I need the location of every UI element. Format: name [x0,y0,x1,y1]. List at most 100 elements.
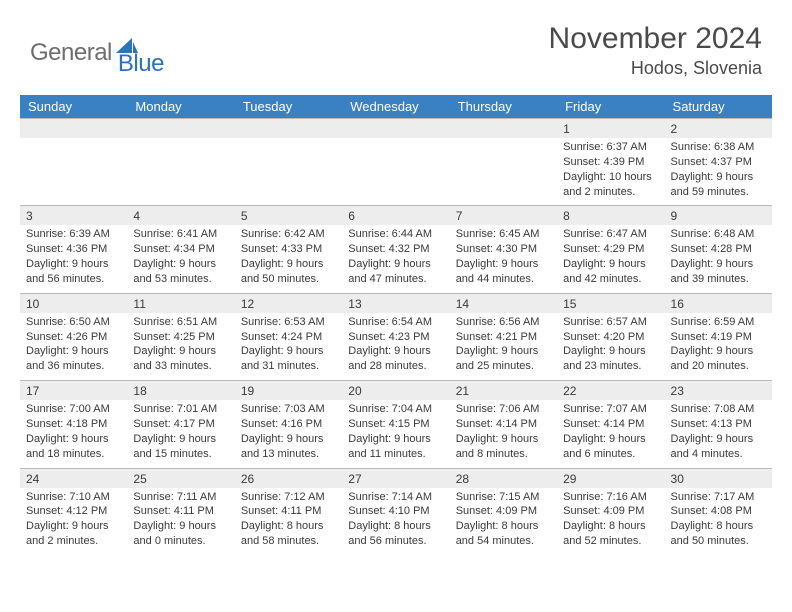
sunrise-line: Sunrise: 6:57 AM [563,315,658,330]
day-detail-cell: Sunrise: 6:45 AMSunset: 4:30 PMDaylight:… [450,225,557,293]
day-detail-cell: Sunrise: 6:59 AMSunset: 4:19 PMDaylight:… [665,313,772,381]
sunrise-line: Sunrise: 7:17 AM [671,490,766,505]
day-detail-cell: Sunrise: 7:04 AMSunset: 4:15 PMDaylight:… [342,400,449,468]
sunset-line: Sunset: 4:33 PM [241,242,336,257]
detail-row: Sunrise: 6:50 AMSunset: 4:26 PMDaylight:… [20,313,772,381]
logo-text-blue: Blue [118,50,164,78]
day-header-saturday: Saturday [665,95,772,119]
sunset-line: Sunset: 4:25 PM [133,330,228,345]
daynum-row: 17181920212223 [20,381,772,401]
daylight-line: Daylight: 9 hours and 31 minutes. [241,344,336,374]
daylight-line: Daylight: 9 hours and 44 minutes. [456,257,551,287]
day-detail-cell: Sunrise: 7:12 AMSunset: 4:11 PMDaylight:… [235,488,342,555]
sunrise-line: Sunrise: 6:59 AM [671,315,766,330]
day-header-sunday: Sunday [20,95,127,119]
sunrise-line: Sunrise: 6:53 AM [241,315,336,330]
sunset-line: Sunset: 4:28 PM [671,242,766,257]
day-header-thursday: Thursday [450,95,557,119]
daylight-line: Daylight: 9 hours and 56 minutes. [26,257,121,287]
day-number-cell: 9 [665,206,772,226]
day-detail-cell: Sunrise: 7:08 AMSunset: 4:13 PMDaylight:… [665,400,772,468]
sunrise-line: Sunrise: 6:51 AM [133,315,228,330]
day-detail-cell: Sunrise: 6:48 AMSunset: 4:28 PMDaylight:… [665,225,772,293]
sunset-line: Sunset: 4:14 PM [563,417,658,432]
daylight-line: Daylight: 8 hours and 50 minutes. [671,519,766,549]
daylight-line: Daylight: 9 hours and 42 minutes. [563,257,658,287]
daylight-line: Daylight: 9 hours and 18 minutes. [26,432,121,462]
sunset-line: Sunset: 4:09 PM [563,504,658,519]
day-detail-cell: Sunrise: 6:37 AMSunset: 4:39 PMDaylight:… [557,138,664,206]
daynum-row: 10111213141516 [20,293,772,313]
day-number-cell: 22 [557,381,664,401]
sunset-line: Sunset: 4:11 PM [133,504,228,519]
daylight-line: Daylight: 10 hours and 2 minutes. [563,170,658,200]
sunset-line: Sunset: 4:08 PM [671,504,766,519]
daylight-line: Daylight: 9 hours and 53 minutes. [133,257,228,287]
day-header-monday: Monday [127,95,234,119]
day-number-cell: 13 [342,293,449,313]
empty-cell [127,138,234,206]
detail-row: Sunrise: 6:37 AMSunset: 4:39 PMDaylight:… [20,138,772,206]
sunrise-line: Sunrise: 6:39 AM [26,227,121,242]
day-detail-cell: Sunrise: 7:00 AMSunset: 4:18 PMDaylight:… [20,400,127,468]
sunset-line: Sunset: 4:39 PM [563,155,658,170]
day-number-cell: 4 [127,206,234,226]
day-number-cell: 25 [127,468,234,488]
calendar-table: SundayMondayTuesdayWednesdayThursdayFrid… [20,95,772,555]
day-detail-cell: Sunrise: 6:57 AMSunset: 4:20 PMDaylight:… [557,313,664,381]
sunset-line: Sunset: 4:15 PM [348,417,443,432]
sunset-line: Sunset: 4:13 PM [671,417,766,432]
day-header-tuesday: Tuesday [235,95,342,119]
logo-text-general: General [30,39,112,67]
sunrise-line: Sunrise: 6:54 AM [348,315,443,330]
calendar-body: 12Sunrise: 6:37 AMSunset: 4:39 PMDayligh… [20,119,772,555]
daylight-line: Daylight: 9 hours and 20 minutes. [671,344,766,374]
day-detail-cell: Sunrise: 6:50 AMSunset: 4:26 PMDaylight:… [20,313,127,381]
day-detail-cell: Sunrise: 6:39 AMSunset: 4:36 PMDaylight:… [20,225,127,293]
day-number-cell: 10 [20,293,127,313]
sunset-line: Sunset: 4:37 PM [671,155,766,170]
sunset-line: Sunset: 4:29 PM [563,242,658,257]
day-number-cell: 14 [450,293,557,313]
daylight-line: Daylight: 8 hours and 54 minutes. [456,519,551,549]
day-detail-cell: Sunrise: 7:16 AMSunset: 4:09 PMDaylight:… [557,488,664,555]
daylight-line: Daylight: 9 hours and 59 minutes. [671,170,766,200]
sunrise-line: Sunrise: 7:10 AM [26,490,121,505]
daylight-line: Daylight: 9 hours and 8 minutes. [456,432,551,462]
daylight-line: Daylight: 8 hours and 52 minutes. [563,519,658,549]
day-detail-cell: Sunrise: 7:10 AMSunset: 4:12 PMDaylight:… [20,488,127,555]
day-detail-cell: Sunrise: 6:38 AMSunset: 4:37 PMDaylight:… [665,138,772,206]
sunrise-line: Sunrise: 6:41 AM [133,227,228,242]
daylight-line: Daylight: 8 hours and 58 minutes. [241,519,336,549]
sunrise-line: Sunrise: 6:50 AM [26,315,121,330]
daylight-line: Daylight: 9 hours and 33 minutes. [133,344,228,374]
day-header-wednesday: Wednesday [342,95,449,119]
daylight-line: Daylight: 8 hours and 56 minutes. [348,519,443,549]
sunrise-line: Sunrise: 7:16 AM [563,490,658,505]
daylight-line: Daylight: 9 hours and 13 minutes. [241,432,336,462]
sunset-line: Sunset: 4:20 PM [563,330,658,345]
day-detail-cell: Sunrise: 7:01 AMSunset: 4:17 PMDaylight:… [127,400,234,468]
sunrise-line: Sunrise: 6:45 AM [456,227,551,242]
sunset-line: Sunset: 4:16 PM [241,417,336,432]
sunrise-line: Sunrise: 7:14 AM [348,490,443,505]
day-detail-cell: Sunrise: 7:07 AMSunset: 4:14 PMDaylight:… [557,400,664,468]
day-detail-cell: Sunrise: 7:06 AMSunset: 4:14 PMDaylight:… [450,400,557,468]
sunrise-line: Sunrise: 6:37 AM [563,140,658,155]
day-number-cell: 27 [342,468,449,488]
day-detail-cell: Sunrise: 7:15 AMSunset: 4:09 PMDaylight:… [450,488,557,555]
day-detail-cell: Sunrise: 6:42 AMSunset: 4:33 PMDaylight:… [235,225,342,293]
sunset-line: Sunset: 4:24 PM [241,330,336,345]
day-number-cell: 2 [665,119,772,139]
day-number-cell: 3 [20,206,127,226]
detail-row: Sunrise: 7:00 AMSunset: 4:18 PMDaylight:… [20,400,772,468]
day-header-friday: Friday [557,95,664,119]
day-number-cell: 17 [20,381,127,401]
sunrise-line: Sunrise: 6:38 AM [671,140,766,155]
day-number-cell: 5 [235,206,342,226]
sunset-line: Sunset: 4:34 PM [133,242,228,257]
day-detail-cell: Sunrise: 6:54 AMSunset: 4:23 PMDaylight:… [342,313,449,381]
title-block: November 2024 Hodos, Slovenia [549,22,762,79]
sunrise-line: Sunrise: 6:48 AM [671,227,766,242]
empty-cell [342,138,449,206]
